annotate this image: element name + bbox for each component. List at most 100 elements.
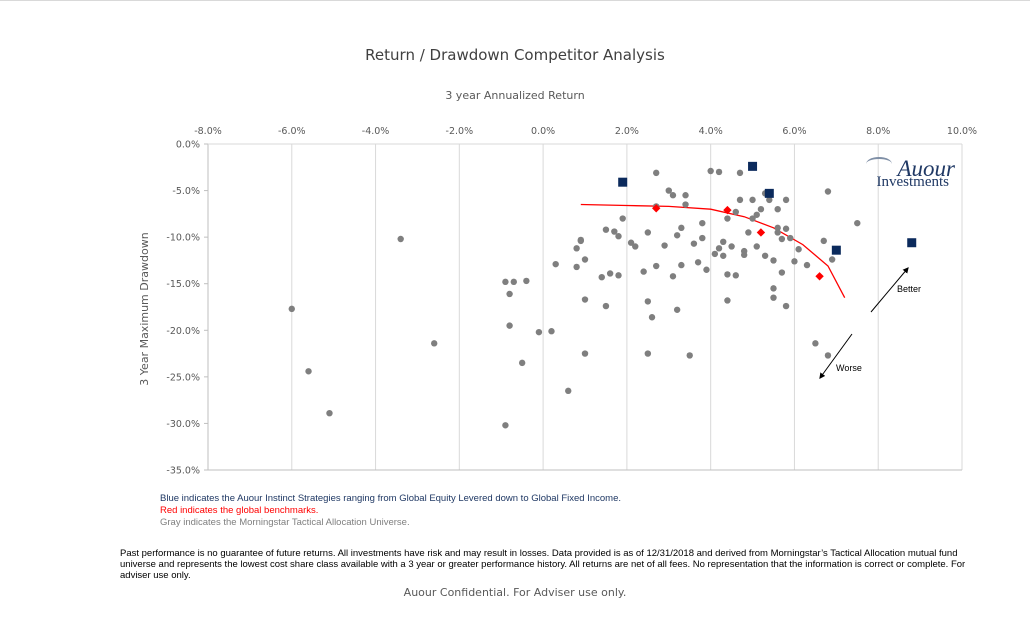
y-tick-label: -15.0% — [166, 279, 200, 290]
universe-point — [778, 269, 786, 276]
x-axis-label: 3 year Annualized Return — [445, 89, 585, 102]
universe-point — [640, 268, 647, 275]
universe-point — [720, 238, 727, 245]
universe-point — [757, 206, 765, 213]
universe-point — [787, 234, 794, 242]
universe-point — [749, 196, 756, 204]
y-tick-label: 0.0% — [176, 140, 200, 151]
universe-point — [770, 285, 777, 292]
logo-word-auour: Auour — [897, 156, 956, 181]
x-tick-label: 2.0% — [615, 126, 639, 137]
universe-point — [548, 328, 555, 335]
universe-point — [803, 261, 811, 269]
universe-point — [644, 229, 652, 236]
x-tick-label: 6.0% — [782, 126, 806, 137]
annotations: Better Worse — [819, 267, 921, 379]
universe-point — [812, 340, 819, 347]
universe-point — [720, 252, 727, 259]
universe-point — [778, 235, 786, 243]
universe-point — [740, 251, 748, 259]
tick-labels: -8.0% -6.0% -4.0% -2.0% 0.0% 2.0% 4.0% 6.0% 8.0%… — [166, 126, 977, 477]
universe-point — [728, 243, 735, 250]
benchmark-point — [815, 272, 824, 281]
universe-point — [661, 242, 668, 249]
worse-label: Worse — [836, 363, 862, 373]
benchmark-point — [756, 228, 766, 237]
universe-point — [774, 224, 781, 232]
benchmark-point — [723, 205, 732, 215]
universe-point — [665, 187, 672, 194]
y-tick-label: -20.0% — [166, 326, 200, 337]
universe-point — [715, 245, 723, 252]
universe-point — [577, 236, 585, 244]
universe-point — [565, 387, 572, 395]
universe-point — [573, 245, 580, 252]
universe-point — [732, 272, 739, 279]
strategy-point — [748, 161, 758, 171]
y-tick-label: -25.0% — [166, 372, 200, 383]
universe-point — [523, 277, 530, 285]
universe-point — [682, 192, 689, 199]
universe-point — [782, 196, 790, 204]
universe-point — [502, 278, 509, 286]
universe-point — [699, 219, 706, 227]
logo-word-investments: Investments — [876, 174, 950, 190]
universe-point — [581, 296, 589, 303]
universe-point — [707, 167, 714, 175]
x-tick-label: 10.0% — [947, 126, 977, 137]
universe-point — [619, 215, 626, 222]
universe-point — [736, 169, 744, 177]
universe-point — [774, 206, 781, 213]
x-tick-label: 0.0% — [531, 126, 555, 137]
benchmark-trendline — [580, 203, 846, 299]
universe-point — [824, 188, 832, 195]
universe-point — [828, 256, 836, 263]
universe-point — [724, 215, 731, 222]
universe-point — [753, 211, 760, 218]
universe-point — [573, 263, 580, 271]
universe-point — [774, 229, 781, 236]
universe-point — [690, 240, 698, 247]
universe-point — [724, 271, 731, 278]
universe-point — [795, 246, 802, 253]
universe-point — [506, 322, 513, 329]
universe-point — [581, 256, 589, 263]
universe-point — [611, 228, 618, 235]
universe-point — [602, 226, 610, 233]
universe-point — [669, 273, 677, 280]
universe-point — [694, 259, 702, 266]
universe-point — [749, 215, 756, 222]
universe-point — [699, 234, 706, 242]
better-arrow — [870, 267, 909, 313]
universe-point — [627, 239, 635, 246]
better-label: Better — [897, 284, 921, 294]
legend-blue: Blue indicates the Auour Instinct Strate… — [160, 493, 622, 504]
universe-point — [648, 314, 656, 321]
universe-point — [644, 350, 652, 357]
universe-point — [703, 266, 710, 273]
universe-point — [770, 294, 777, 301]
universe-point — [678, 261, 685, 269]
universe-point — [715, 168, 723, 176]
universe-point — [644, 298, 652, 305]
worse-arrow — [819, 333, 853, 379]
universe-point — [820, 237, 827, 245]
legend-red: Red indicates the global benchmarks. — [160, 505, 319, 516]
data-points — [288, 161, 917, 429]
universe-point — [506, 290, 513, 298]
x-tick-label: -6.0% — [278, 126, 306, 137]
strategy-point — [618, 177, 628, 187]
universe-point — [782, 225, 790, 232]
strategy-point — [764, 188, 774, 198]
logo-arc — [866, 157, 892, 171]
universe-point — [745, 229, 752, 236]
universe-point — [552, 260, 559, 268]
legend-gray: Gray indicates the Morningstar Tactical … — [160, 517, 410, 528]
universe-point — [854, 219, 861, 227]
x-tick-label: -2.0% — [446, 126, 474, 137]
universe-point — [397, 235, 404, 243]
top-divider — [0, 0, 1030, 1]
disclaimer: Past performance is no guarantee of futu… — [120, 548, 966, 581]
universe-point — [791, 258, 798, 265]
